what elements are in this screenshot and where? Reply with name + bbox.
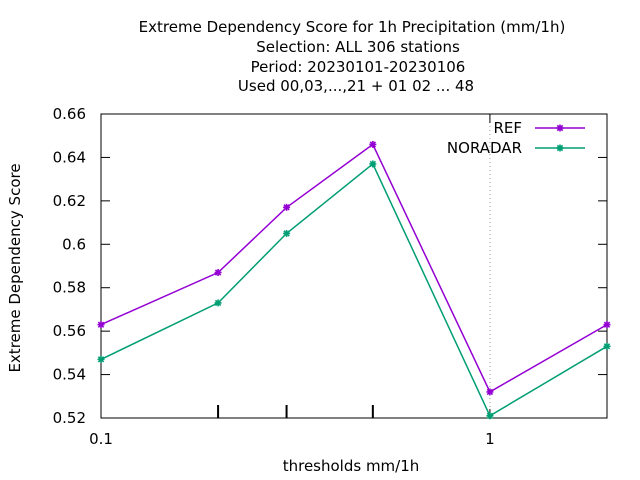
y-tick-label: 0.54 <box>53 366 86 384</box>
data-point-noradar <box>369 160 377 168</box>
data-point-noradar <box>97 355 105 363</box>
y-tick-label: 0.62 <box>53 192 86 210</box>
data-point-ref <box>369 140 377 148</box>
series-layer <box>97 140 611 420</box>
legend-marker-noradar <box>556 144 564 152</box>
data-point-noradar <box>603 342 611 350</box>
data-point-noradar <box>486 412 494 420</box>
y-tick-label: 0.64 <box>53 148 86 166</box>
title-line-3: Period: 20230101-20230106 <box>251 58 466 76</box>
x-tick-label: 0.1 <box>89 430 113 448</box>
title-line-2: Selection: ALL 306 stations <box>256 38 460 56</box>
data-point-ref <box>283 203 291 211</box>
title-line-1: Extreme Dependency Score for 1h Precipit… <box>139 18 566 36</box>
y-tick-label: 0.56 <box>53 322 86 340</box>
legend: REF NORADAR <box>447 119 585 157</box>
series-line-ref <box>100 143 608 393</box>
chart-title: Extreme Dependency Score for 1h Precipit… <box>139 18 566 95</box>
y-tick-label: 0.6 <box>62 235 86 253</box>
y-tick-label: 0.66 <box>53 105 86 123</box>
legend-label-noradar: NORADAR <box>447 139 522 157</box>
data-point-ref <box>214 269 222 277</box>
x-tick-label: 1 <box>485 430 495 448</box>
series-line-noradar <box>100 162 608 417</box>
data-point-noradar <box>214 299 222 307</box>
legend-marker-ref <box>556 124 564 132</box>
plot-frame <box>100 113 608 419</box>
axis-ticks <box>100 113 607 419</box>
legend-label-ref: REF <box>493 119 522 137</box>
y-tick-label: 0.58 <box>53 279 86 297</box>
tick-labels: 0.1 1 0.52 0.54 0.56 0.58 0.6 0.62 0.64 0.66 <box>53 105 495 448</box>
data-point-noradar <box>283 229 291 237</box>
y-axis-label: Extreme Dependency Score <box>6 163 24 372</box>
data-point-ref <box>97 321 105 329</box>
data-point-ref <box>603 321 611 329</box>
x-axis-label: thresholds mm/1h <box>283 457 420 475</box>
data-point-ref <box>486 388 494 396</box>
title-line-4: Used 00,03,...,21 + 01 02 ... 48 <box>238 77 474 95</box>
y-tick-label: 0.52 <box>53 409 86 427</box>
